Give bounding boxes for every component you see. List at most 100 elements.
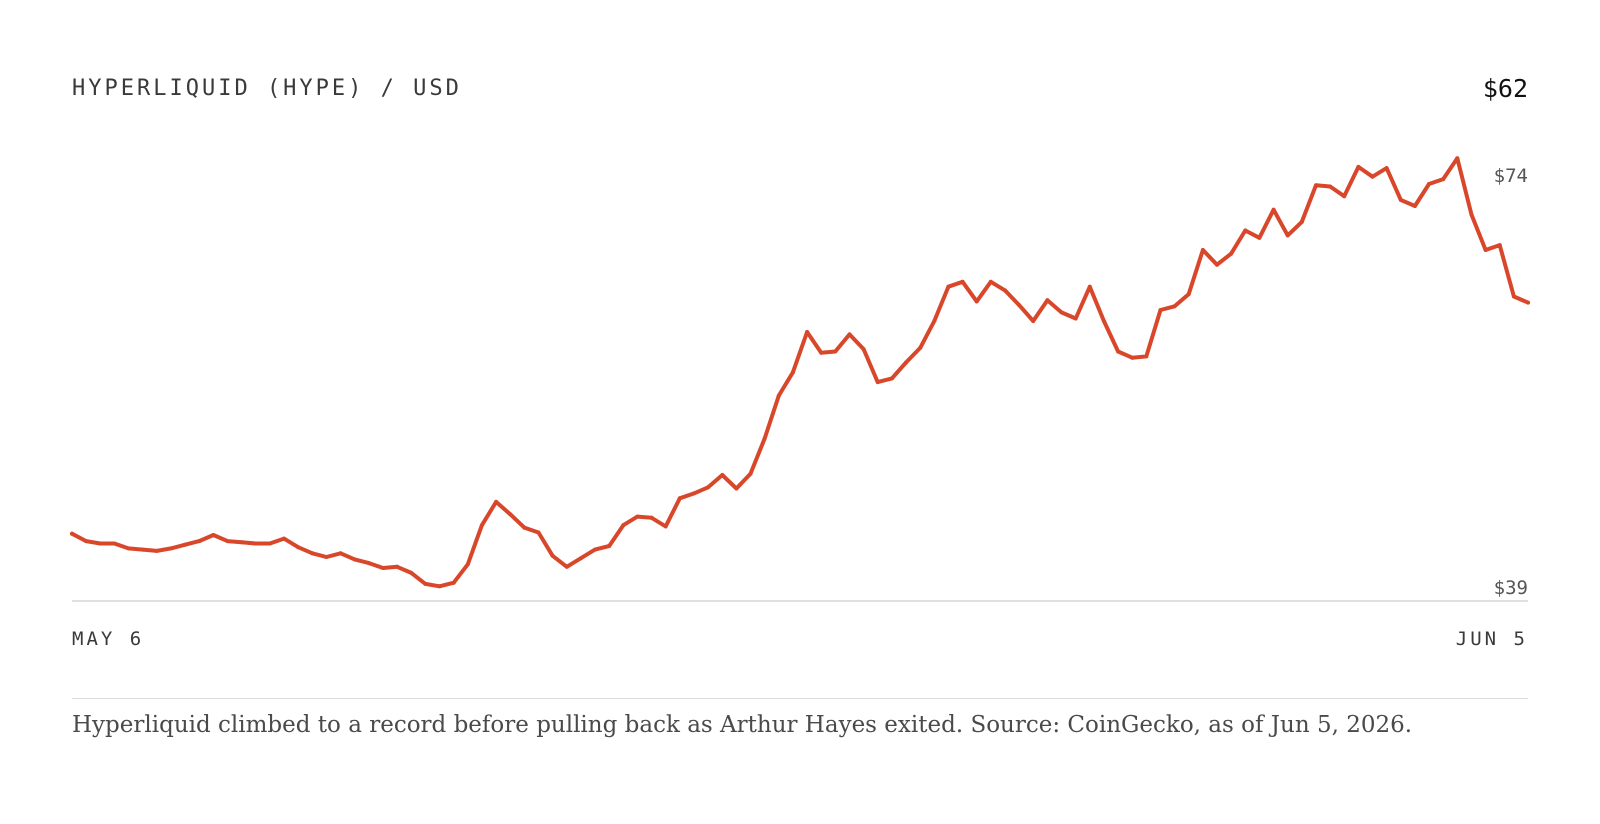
price-point [282, 536, 286, 541]
price-point [889, 376, 894, 381]
price-point [183, 542, 188, 547]
price-point [409, 570, 414, 575]
price-point [578, 556, 583, 561]
price-point [1031, 319, 1036, 323]
price-point [508, 512, 513, 517]
price-point [1101, 319, 1106, 323]
price-point [1285, 233, 1290, 238]
price-point [437, 584, 442, 589]
chart-caption: Hyperliquid climbed to a record before p… [72, 712, 1413, 738]
price-point [451, 580, 456, 585]
price-point [1412, 204, 1417, 208]
price-point [169, 546, 173, 551]
price-point [564, 564, 569, 569]
price-point [692, 491, 696, 496]
price-point [1314, 183, 1318, 188]
price-point [352, 557, 357, 562]
price-point [1073, 316, 1078, 321]
price-point [1130, 355, 1135, 360]
price-point [126, 546, 131, 551]
price-point [1215, 262, 1219, 267]
price-point [1087, 284, 1092, 289]
price-point [607, 544, 612, 548]
price-point [140, 547, 145, 552]
price-point [1229, 251, 1234, 256]
price-point [1059, 310, 1064, 315]
price-point [1483, 248, 1488, 252]
price-point [1243, 228, 1248, 233]
price-point [1328, 184, 1333, 189]
price-point [1158, 308, 1163, 312]
price-point [1017, 303, 1022, 308]
price-point [366, 561, 371, 566]
price-series-line [70, 156, 1530, 589]
price-point [1356, 164, 1361, 169]
price-point [1427, 182, 1431, 186]
price-point [790, 370, 795, 375]
price-point [918, 345, 923, 350]
price-point [960, 279, 965, 284]
price-point [1257, 235, 1262, 240]
price-point [1045, 298, 1050, 303]
price-point [677, 496, 682, 501]
price-point [1342, 194, 1347, 199]
price-point [423, 581, 428, 586]
price-point [988, 279, 993, 284]
price-point [70, 531, 74, 536]
price-point [649, 515, 654, 520]
price-point [720, 473, 725, 477]
price-point [154, 548, 159, 553]
price-point [536, 530, 541, 535]
price-point [1441, 177, 1446, 182]
price-point [663, 524, 668, 529]
price-point [253, 541, 258, 546]
y-tick-label-max: $74 [1494, 165, 1528, 187]
y-tick-label-min: $39 [1494, 577, 1528, 599]
price-point [1469, 212, 1474, 217]
price-point [395, 564, 400, 569]
price-point [98, 541, 103, 546]
price-point [833, 349, 838, 354]
price-points [70, 156, 1530, 589]
price-point [1116, 349, 1121, 354]
price-point [225, 539, 230, 544]
price-point [593, 547, 597, 552]
chart-title: HYPERLIQUID (HYPE) / USD [72, 76, 462, 101]
price-point [550, 553, 555, 558]
price-point [296, 545, 301, 550]
price-point [1497, 243, 1502, 248]
price-point [819, 350, 824, 355]
price-point [1299, 219, 1304, 224]
price-point [338, 551, 343, 556]
price-point [748, 471, 753, 476]
price-point [875, 380, 880, 385]
caption-divider [72, 698, 1528, 699]
price-point [1003, 288, 1007, 293]
price-point [974, 299, 979, 304]
x-tick-label-end: JUN 5 [1455, 628, 1528, 650]
price-point [635, 514, 640, 519]
price-point [1200, 248, 1205, 252]
price-point [1398, 197, 1403, 202]
price-point [762, 436, 767, 441]
price-point [494, 499, 499, 504]
price-point [112, 541, 117, 546]
price-point [1186, 292, 1191, 297]
current-price: $62 [1482, 74, 1528, 103]
price-point [1384, 166, 1389, 171]
price-point [1526, 300, 1530, 305]
price-point [84, 539, 89, 544]
price-point [522, 525, 527, 530]
price-point [861, 347, 866, 352]
price-point [1511, 294, 1516, 299]
price-point [706, 485, 711, 490]
price-point [1370, 174, 1375, 179]
price-point [847, 332, 852, 337]
x-tick-label-start: MAY 6 [72, 628, 145, 650]
price-point [776, 393, 781, 398]
price-point [932, 319, 937, 323]
price-point [904, 360, 908, 365]
price-point [734, 486, 739, 491]
price-point [805, 330, 810, 334]
